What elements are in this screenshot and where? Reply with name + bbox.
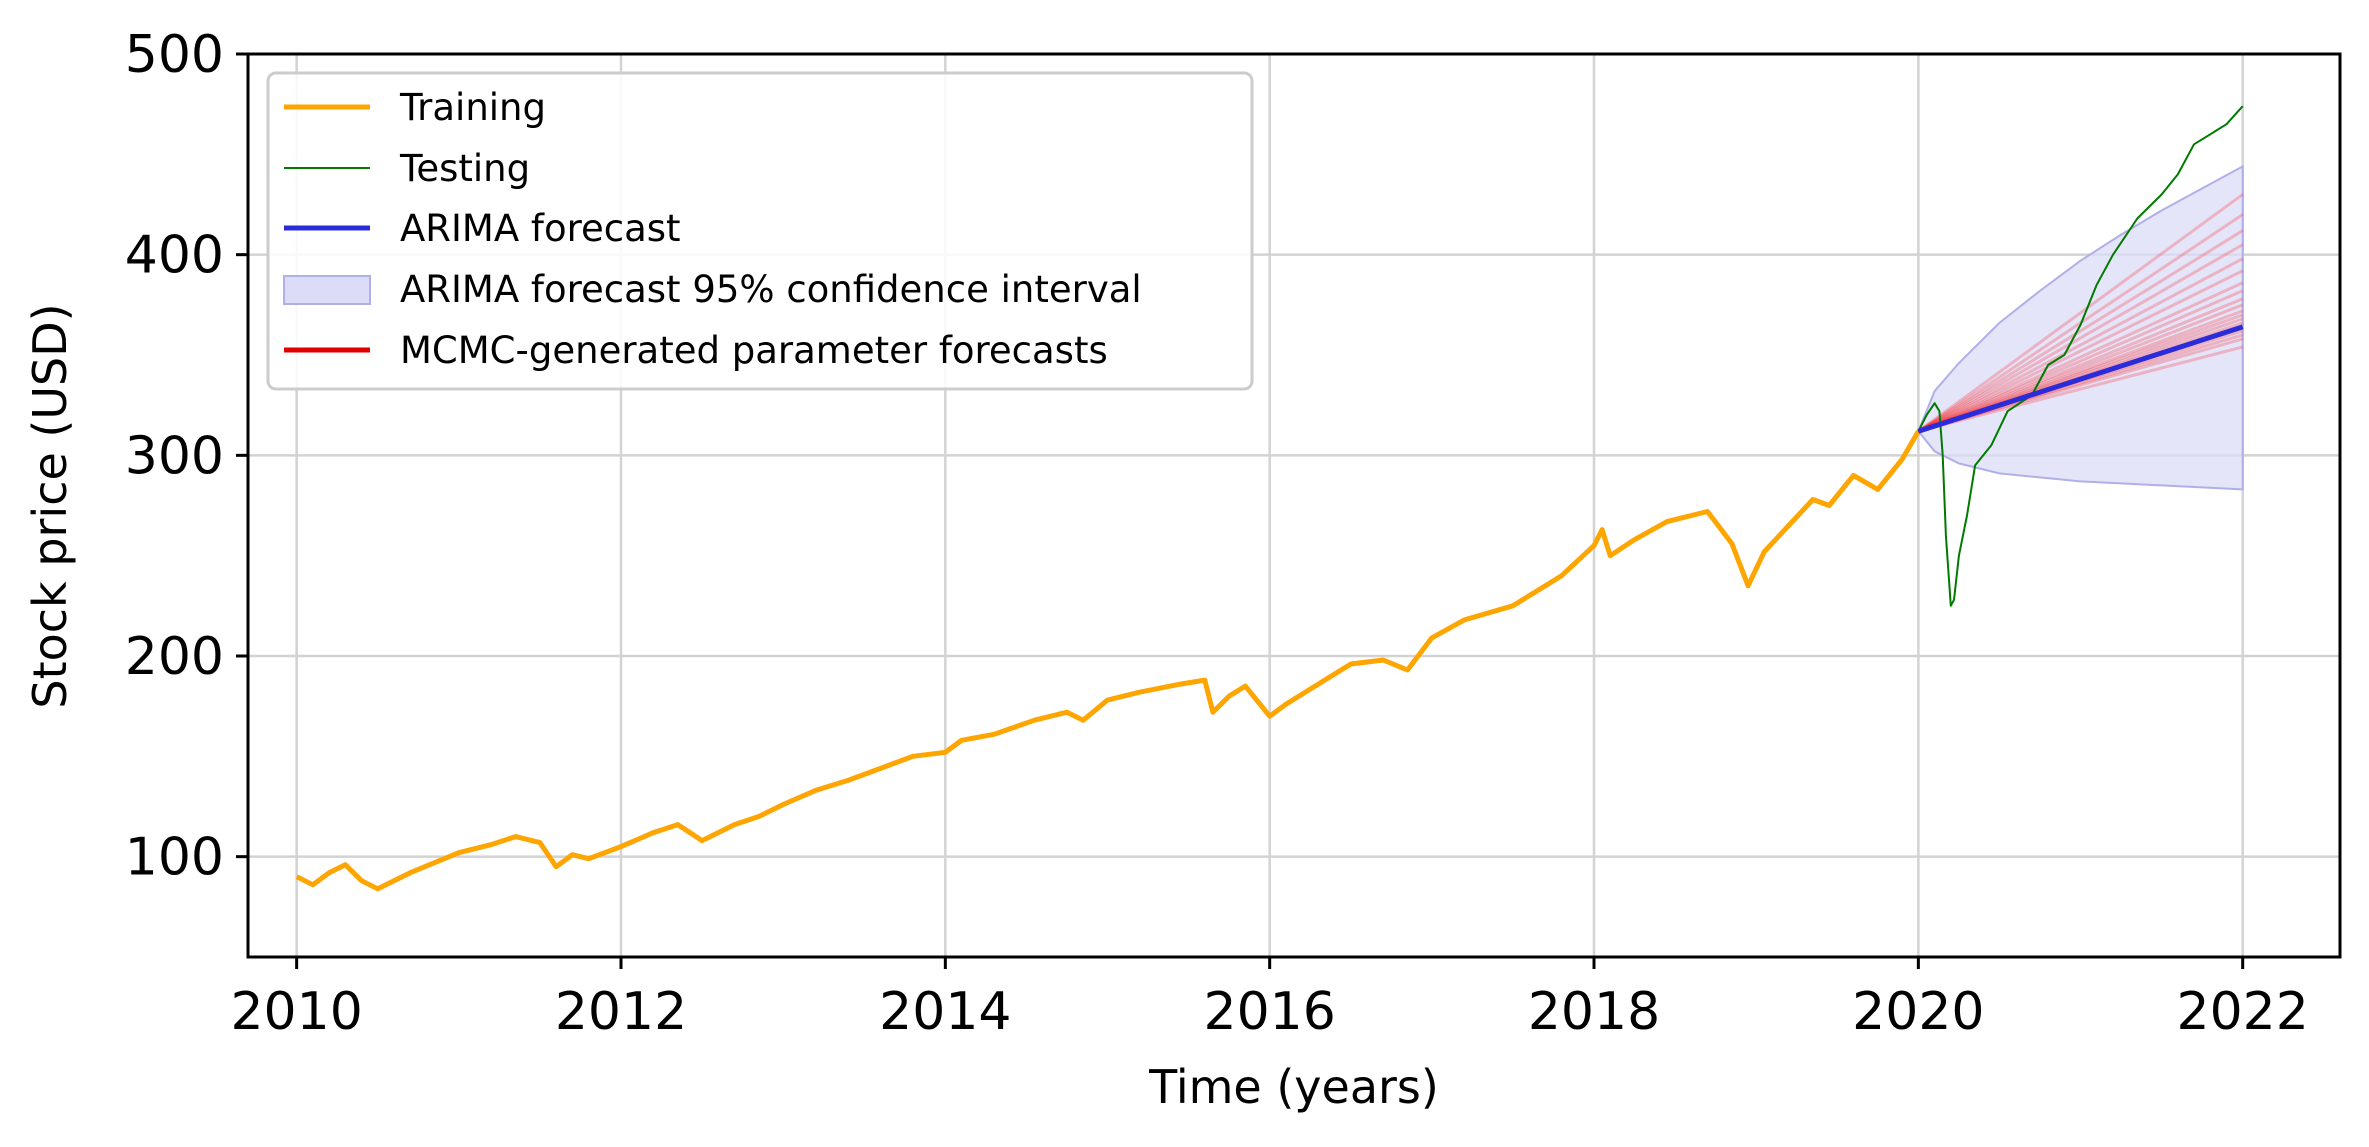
x-tick-label: 2010 [230, 982, 362, 1042]
testing-layer [1917, 105, 2244, 607]
legend-testing-label: Testing [399, 147, 530, 190]
mcmc-forecast-line [1917, 257, 2244, 433]
mcmc-forecast-line [1917, 345, 2244, 433]
testing-series-line [1917, 105, 2244, 607]
mcmc-forecast-line [1917, 281, 2244, 433]
y-axis-label: Stock price (USD) [23, 303, 77, 708]
mcmc-forecast-line [1917, 297, 2244, 433]
legend-ci-label: ARIMA forecast 95% confidence interval [400, 268, 1142, 311]
x-axis-label: Time (years) [1148, 1060, 1439, 1114]
arima-forecast-line [1917, 324, 2244, 434]
training-layer [295, 430, 1921, 892]
training-series-line [295, 430, 1921, 892]
mcmc-forecast-line [1917, 269, 2244, 433]
legend-training-label: Training [399, 86, 546, 129]
y-tick-label: 300 [125, 426, 224, 486]
mcmc-forecast-line [1917, 193, 2244, 433]
mcmc-forecast-line [1917, 229, 2244, 433]
mcmc-forecast-line [1917, 289, 2244, 433]
x-tick-label: 2020 [1852, 982, 1984, 1042]
x-tick-label: 2016 [1204, 982, 1336, 1042]
arima-layer [1917, 324, 2244, 434]
x-tick-label: 2022 [2177, 982, 2309, 1042]
x-tick-label: 2014 [879, 982, 1011, 1042]
legend-box [266, 71, 1254, 391]
x-axis: 2010 2012 2014 2016 2018 2020 2022 [230, 957, 2309, 1042]
y-tick-label: 500 [125, 25, 224, 85]
y-axis: 100 200 300 400 500 [125, 25, 248, 888]
legend: Training Testing ARIMA forecast ARIMA fo… [266, 71, 1254, 391]
y-tick-label: 400 [125, 226, 224, 286]
mcmc-forecast-line [1917, 243, 2244, 433]
x-tick-label: 2018 [1528, 982, 1660, 1042]
x-tick-label: 2012 [555, 982, 687, 1042]
mcmc-forecast-line [1917, 309, 2244, 433]
mcmc-forecast-line [1917, 303, 2244, 433]
y-tick-label: 100 [125, 828, 224, 888]
legend-ci-swatch [283, 275, 371, 305]
plot-frame [246, 52, 2342, 959]
legend-arima-label: ARIMA forecast [400, 207, 681, 250]
y-tick-label: 200 [125, 627, 224, 687]
legend-mcmc-label: MCMC-generated parameter forecasts [400, 329, 1108, 372]
